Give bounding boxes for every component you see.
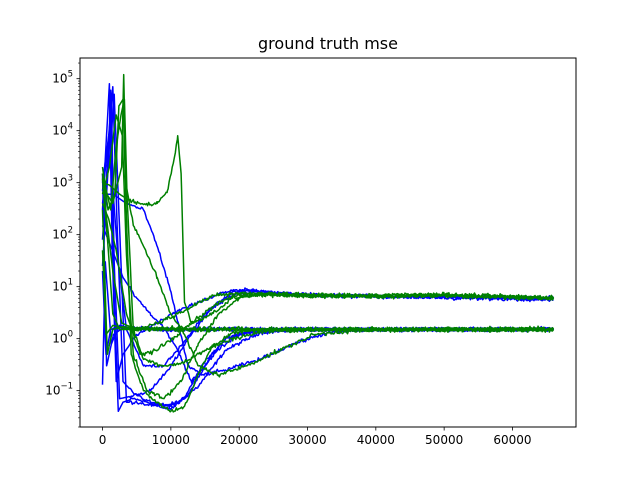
x-tick-label-4: 40000 — [357, 433, 395, 447]
y-tick-label-6: 105 — [52, 70, 73, 86]
x-tick-label-5: 50000 — [425, 433, 463, 447]
y-tick-label-2: 101 — [52, 278, 73, 294]
x-tick-label-2: 20000 — [220, 433, 258, 447]
y-tick-label-0: 10−1 — [45, 382, 73, 398]
x-tick-label-3: 30000 — [288, 433, 326, 447]
y-tick-label-1: 100 — [52, 330, 73, 346]
x-tick-label-0: 0 — [99, 433, 107, 447]
x-tick-label-1: 10000 — [152, 433, 190, 447]
series-line-18 — [101, 178, 554, 333]
y-tick-label-3: 102 — [52, 226, 73, 242]
y-tick-label-4: 103 — [52, 174, 73, 190]
series-line-21 — [101, 173, 555, 331]
x-axis: 0 10000 20000 30000 40000 50000 60000 — [99, 427, 532, 447]
chart-title: ground truth mse — [258, 34, 398, 53]
x-tick-label-6: 60000 — [493, 433, 531, 447]
series-layer — [101, 73, 555, 413]
y-axis: 10−1 100 101 102 103 104 105 — [45, 62, 80, 428]
y-tick-label-5: 104 — [52, 122, 73, 138]
